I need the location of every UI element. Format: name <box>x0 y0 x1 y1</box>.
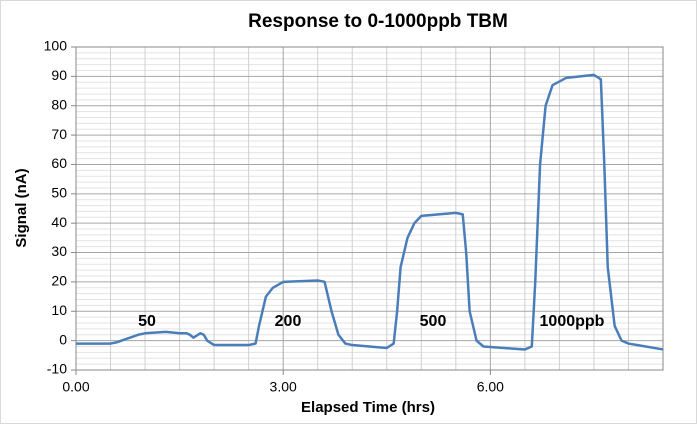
y-tick-label: 20 <box>51 273 67 289</box>
annotation: 50 <box>138 313 156 330</box>
y-tick-label: 60 <box>51 155 67 171</box>
y-tick-label: 90 <box>51 67 67 83</box>
y-tick-label: 40 <box>51 214 67 230</box>
x-tick-label: 6.00 <box>477 379 504 395</box>
x-axis-label: Elapsed Time (hrs) <box>301 399 435 416</box>
data-line <box>76 73 664 351</box>
y-tick-label: 10 <box>51 302 67 318</box>
y-axis-label: Signal (nA) <box>13 168 30 247</box>
y-tick-label: 100 <box>44 38 68 54</box>
y-tick-label: 80 <box>51 96 67 112</box>
y-tick-label: 30 <box>51 243 67 259</box>
y-tick-label: 0 <box>59 331 67 347</box>
y-tick-label: 50 <box>51 185 67 201</box>
plot-border <box>75 46 664 371</box>
annotation: 500 <box>420 313 447 330</box>
x-tick-label: 3.00 <box>270 379 297 395</box>
y-tick-label: -10 <box>47 361 67 377</box>
annotation: 200 <box>275 313 302 330</box>
annotation: 1000ppb <box>540 313 605 330</box>
chart-title: Response to 0-1000ppb TBM <box>248 11 508 32</box>
y-tick-label: 70 <box>51 126 67 142</box>
x-tick-label: 0.00 <box>62 379 89 395</box>
